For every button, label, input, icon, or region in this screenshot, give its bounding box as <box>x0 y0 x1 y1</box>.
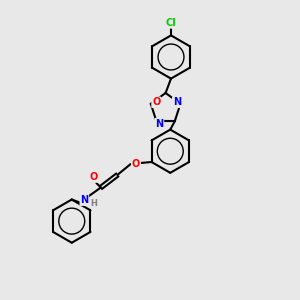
Text: O: O <box>89 172 98 182</box>
Text: Cl: Cl <box>166 18 176 28</box>
Text: N: N <box>155 118 164 129</box>
Text: H: H <box>91 199 98 208</box>
Text: N: N <box>80 195 88 205</box>
Text: O: O <box>132 158 140 169</box>
Text: N: N <box>173 97 181 107</box>
Text: O: O <box>152 97 160 107</box>
